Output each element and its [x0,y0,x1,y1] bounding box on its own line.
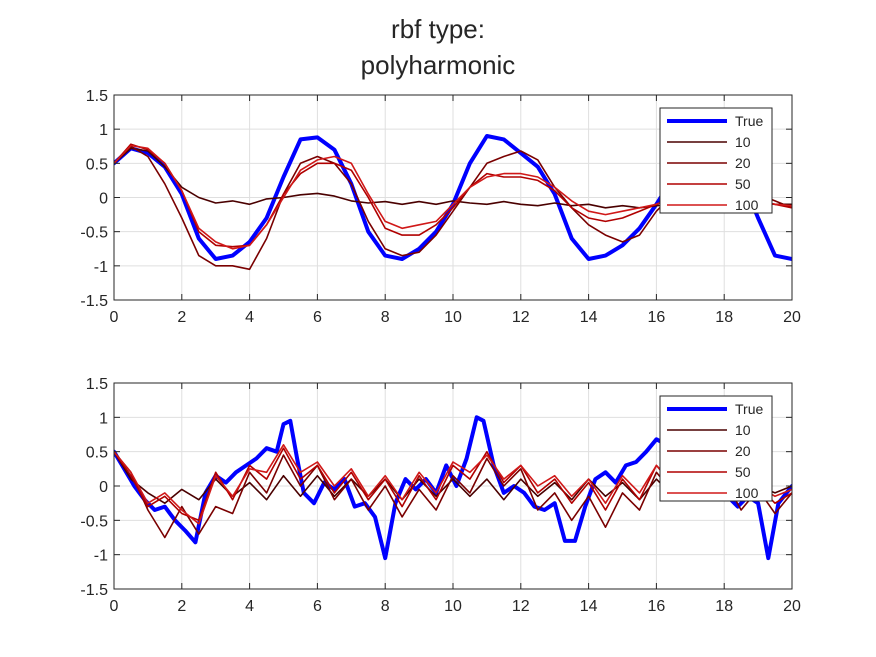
y-tick-label: 0 [99,479,108,496]
legend-label-100: 100 [735,197,759,213]
y-tick-label: -1.5 [80,582,108,599]
legend-label-True: True [735,401,763,417]
legend-box [659,395,773,502]
y-tick-label: -0.5 [80,513,108,530]
x-tick-label: 6 [313,598,322,615]
x-tick-label: 18 [715,309,733,326]
figure-title-line-2: polyharmonic [360,50,516,80]
y-tick-label: -1 [94,259,108,276]
x-tick-label: 16 [648,309,666,326]
x-tick-label: 10 [444,309,462,326]
y-tick-label: 1.5 [86,88,108,105]
x-tick-label: 12 [512,598,530,615]
legend-box [659,107,773,214]
x-tick-label: 14 [580,598,598,615]
x-tick-label: 16 [648,598,666,615]
x-tick-label: 12 [512,309,530,326]
legend-label-20: 20 [735,443,751,459]
x-tick-label: 0 [110,309,119,326]
y-tick-label: 0.5 [86,156,108,173]
x-tick-label: 4 [245,598,254,615]
legend-label-50: 50 [735,176,751,192]
x-tick-label: 8 [381,598,390,615]
y-tick-label: 1 [99,410,108,427]
legend-label-10: 10 [735,422,751,438]
y-tick-label: -1 [94,548,108,565]
legend-label-100: 100 [735,485,759,501]
y-tick-label: 0 [99,191,108,208]
x-tick-label: 8 [381,309,390,326]
y-tick-label: 0.5 [86,445,108,462]
x-tick-label: 0 [110,598,119,615]
x-tick-label: 20 [783,309,801,326]
y-tick-label: 1 [99,122,108,139]
x-tick-label: 4 [245,309,254,326]
x-tick-label: 2 [177,598,186,615]
y-tick-label: -0.5 [80,225,108,242]
x-tick-label: 20 [783,598,801,615]
y-tick-label: 1.5 [86,376,108,393]
x-tick-label: 18 [715,598,733,615]
legend-label-50: 50 [735,464,751,480]
legend: True 10 20 50 100 [659,395,773,502]
top-subplot: 0 2 4 6 8 10 12 14 16 18 20 -1.5 -1 -0.5 0 0.5 1 1.5 True 1… [80,88,801,326]
y-tick-label: -1.5 [80,293,108,310]
legend: True 10 20 50 100 [659,107,773,214]
x-tick-label: 10 [444,598,462,615]
legend-label-10: 10 [735,134,751,150]
figure-title-line-1: rbf type: [391,14,485,44]
x-tick-label: 6 [313,309,322,326]
legend-label-True: True [735,113,763,129]
bottom-subplot: 0 2 4 6 8 10 12 14 16 18 20 -1.5 -1 -0.5 0 0.5 1 1.5 True 1… [80,376,801,615]
legend-label-20: 20 [735,155,751,171]
x-tick-label: 14 [580,309,598,326]
x-tick-label: 2 [177,309,186,326]
